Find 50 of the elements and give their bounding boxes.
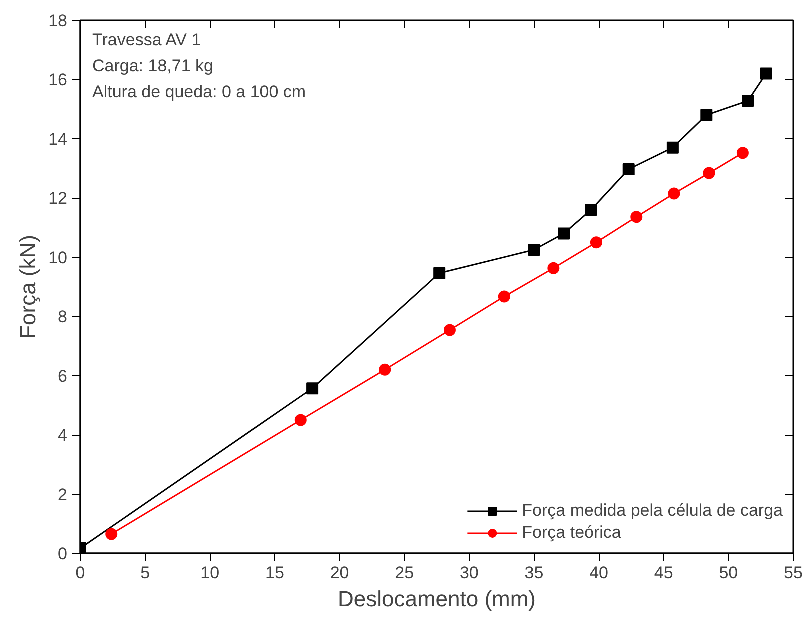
point (106, 528, 118, 540)
point (630, 211, 643, 224)
x-tick-label: 5 (140, 564, 150, 582)
point (590, 236, 602, 249)
x-tick-label: 10 (200, 564, 220, 582)
y-tick-label: 14 (48, 130, 68, 149)
x-tick-label: 50 (719, 564, 738, 582)
x-tick-label: 45 (654, 564, 674, 582)
y-tick-label: 12 (48, 189, 68, 208)
x-tick-label: 30 (460, 564, 479, 582)
point (548, 262, 560, 274)
x-tick-label: 55 (784, 564, 803, 582)
x-tick-label: 20 (330, 564, 350, 582)
point (760, 68, 772, 80)
y-tick-label: 0 (58, 544, 68, 564)
x-tick-label: 0 (76, 564, 86, 582)
y-axis-title: Força (kN) (16, 235, 41, 339)
x-tick-label: 35 (524, 564, 544, 582)
y-tick-label: 8 (58, 308, 68, 327)
point (434, 267, 446, 280)
legend-label: Força teórica (522, 523, 622, 543)
y-tick-label: 6 (58, 366, 68, 386)
point (742, 95, 754, 108)
y-tick-label: 16 (48, 70, 68, 90)
y-tick-label: 2 (58, 485, 68, 504)
point (622, 163, 635, 176)
legend-label: Força medida pela célula de carga (522, 501, 783, 521)
point (528, 244, 540, 256)
point (294, 414, 307, 426)
point (736, 147, 749, 160)
y-tick-label: 10 (48, 248, 68, 268)
point (306, 382, 319, 395)
point (498, 290, 510, 303)
point (700, 109, 713, 122)
point (668, 188, 680, 200)
point (558, 228, 570, 240)
annotation: Carga: 18,71 kg (92, 56, 214, 76)
y-tick-label: 4 (58, 426, 68, 446)
x-tick-label: 15 (266, 564, 284, 582)
point (703, 167, 716, 180)
x-tick-label: 25 (395, 564, 414, 582)
x-tick-label: 40 (590, 564, 609, 582)
point (585, 204, 598, 216)
point (444, 324, 456, 336)
y-tick-label: 18 (48, 12, 68, 30)
annotation: Altura de queda: 0 a 100 cm (92, 82, 306, 102)
annotation: Travessa AV 1 (92, 30, 202, 50)
x-axis-title: Deslocamento (mm) (338, 586, 536, 612)
point (666, 142, 679, 154)
point (379, 364, 392, 376)
